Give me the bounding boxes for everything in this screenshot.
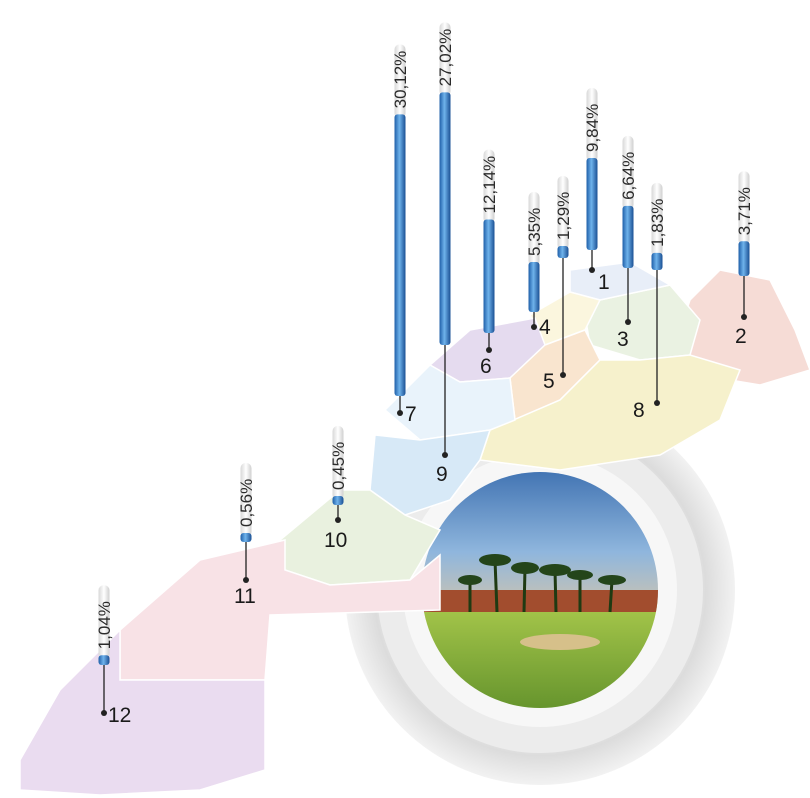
- bar-12: [98, 655, 110, 665]
- region-12: [19, 628, 266, 796]
- percentage-bars: 9,84% 1 3,71% 2 6,64% 3 5,35% 4 1,29% 5 12,14% 6 30,…: [95, 22, 754, 727]
- percent-label-9: 27,02%: [436, 29, 455, 87]
- bar-6: [483, 219, 495, 333]
- percent-label-1: 9,84%: [583, 104, 602, 152]
- percent-label-6: 12,14%: [480, 156, 499, 214]
- bar-region-7: 30,12% 7: [391, 44, 417, 426]
- bar-region-3: 6,64% 3: [617, 135, 638, 351]
- anchor-dot-1: [589, 267, 595, 273]
- bar-cap-5: [557, 175, 569, 250]
- bar-region-1: 9,84% 1: [583, 87, 610, 294]
- bar-10: [332, 496, 344, 505]
- bar-region-2: 3,71% 2: [735, 171, 754, 348]
- bar-region-8: 1,83% 8: [633, 182, 667, 422]
- percent-label-8: 1,83%: [648, 199, 667, 247]
- bar-region-9: 27,02% 9: [436, 22, 455, 486]
- region-number-3: 3: [617, 328, 629, 351]
- anchor-dot-7: [397, 410, 403, 416]
- bar-5: [557, 245, 569, 258]
- region-number-6: 6: [480, 355, 492, 378]
- percent-label-3: 6,64%: [619, 152, 638, 200]
- bar-cap-9: [439, 22, 451, 97]
- bar-9: [439, 92, 451, 345]
- anchor-dot-5: [560, 372, 566, 378]
- region-number-10: 10: [324, 529, 347, 552]
- bar-cap-6: [483, 149, 495, 224]
- region-1: [569, 261, 673, 301]
- region-number-11: 11: [234, 585, 256, 608]
- anchor-dot-9: [442, 452, 448, 458]
- regions: [19, 261, 810, 796]
- region-number-8: 8: [633, 399, 645, 422]
- region-number-5: 5: [543, 370, 555, 393]
- anchor-dot-10: [335, 517, 341, 523]
- bar-cap-11: [240, 463, 252, 537]
- region-number-9: 9: [436, 463, 448, 486]
- bar-cap-10: [332, 426, 344, 500]
- bar-region-6: 12,14% 6: [480, 149, 499, 378]
- bar-8: [651, 252, 663, 270]
- bar-cap-12: [98, 585, 110, 660]
- bar-2: [738, 241, 750, 276]
- bar-region-4: 5,35% 4: [525, 191, 551, 339]
- percent-label-10: 0,45%: [329, 442, 348, 490]
- bar-region-11: 0,56% 11: [234, 463, 256, 608]
- bar-region-12: 1,04% 12: [95, 585, 131, 727]
- percent-label-5: 1,29%: [554, 192, 573, 240]
- bar-cap-1: [586, 87, 598, 162]
- region-number-12: 12: [108, 704, 131, 727]
- anchor-dot-8: [654, 400, 660, 406]
- region-number-1: 1: [598, 271, 610, 294]
- percent-label-2: 3,71%: [735, 187, 754, 235]
- bar-cap-2: [738, 171, 750, 246]
- region-number-2: 2: [735, 325, 747, 348]
- percent-label-12: 1,04%: [95, 601, 114, 649]
- percent-label-4: 5,35%: [525, 208, 544, 256]
- bar-4: [528, 261, 540, 312]
- bar-3: [622, 205, 634, 268]
- bar-region-10: 0,45% 10: [324, 426, 348, 552]
- anchor-dot-2: [741, 314, 747, 320]
- region-number-4: 4: [539, 316, 551, 339]
- anchor-dot-6: [486, 347, 492, 353]
- region-8: [478, 354, 742, 471]
- percent-label-11: 0,56%: [237, 479, 256, 527]
- bar-region-5: 1,29% 5: [543, 175, 573, 393]
- anchor-dot-4: [531, 324, 537, 330]
- bar-cap-3: [622, 135, 634, 210]
- bar-1: [586, 157, 598, 250]
- anchor-dot-11: [243, 577, 249, 583]
- bar-cap-7: [394, 44, 406, 119]
- region-number-7: 7: [405, 403, 417, 426]
- bar-cap-4: [528, 191, 540, 266]
- anchor-dot-3: [625, 319, 631, 325]
- percent-label-7: 30,12%: [391, 51, 410, 109]
- bar-7: [394, 114, 406, 397]
- bar-11: [240, 533, 252, 542]
- bar-cap-8: [651, 182, 663, 257]
- anchor-dot-12: [101, 710, 107, 716]
